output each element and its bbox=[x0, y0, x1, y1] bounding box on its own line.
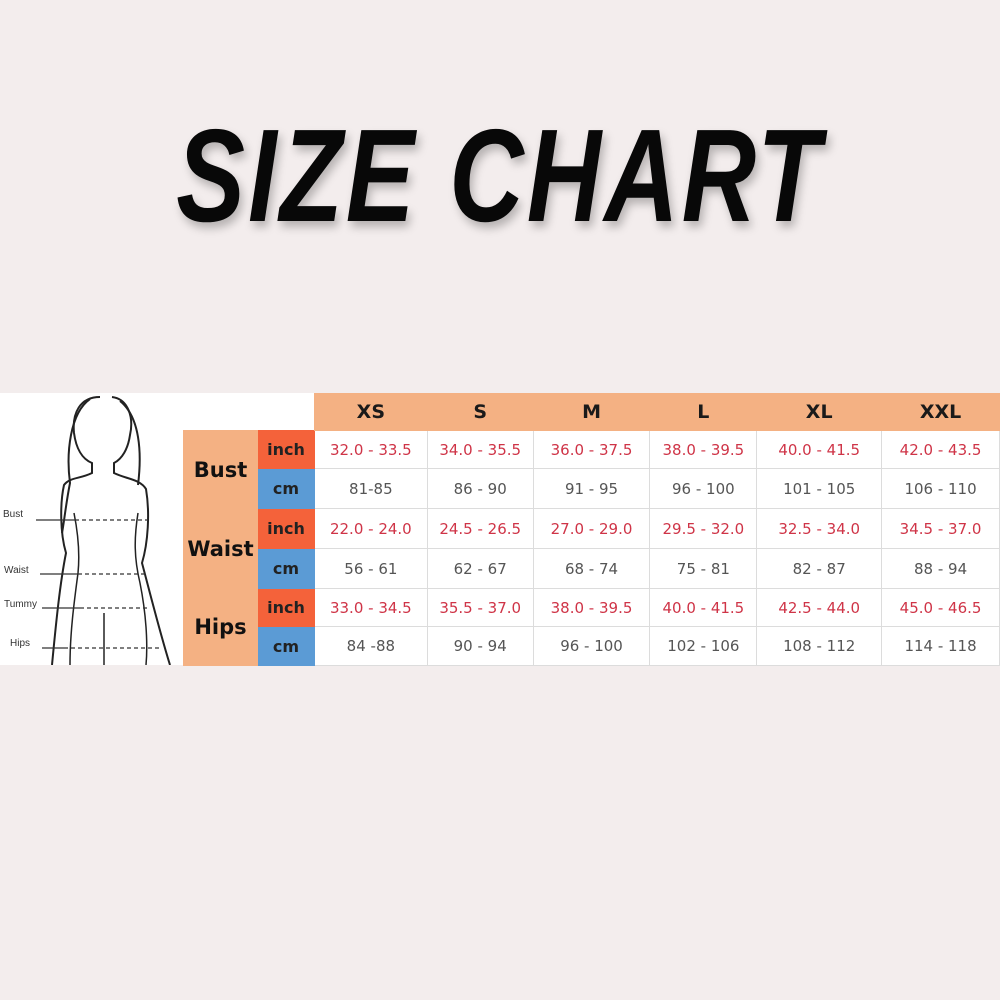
value-cell: 38.0 - 39.5 bbox=[649, 430, 758, 469]
figure-label-bust: Bust bbox=[3, 509, 24, 520]
size-header: XS bbox=[313, 393, 428, 431]
unit-label-inch: inch bbox=[256, 508, 315, 549]
empty-cell bbox=[257, 393, 315, 431]
size-header: L bbox=[649, 393, 758, 431]
table-row: cm 84 -88 90 - 94 96 - 100 102 - 106 108 - 11… bbox=[184, 626, 1000, 666]
body-silhouette-icon bbox=[36, 396, 171, 666]
value-cell: 62 - 67 bbox=[426, 548, 534, 589]
unit-label-cm: cm bbox=[256, 548, 315, 589]
unit-label-cm: cm bbox=[256, 626, 315, 666]
value-cell: 24.5 - 26.5 bbox=[426, 508, 534, 549]
value-cell: 40.0 - 41.5 bbox=[756, 430, 883, 469]
figure-label-tummy: Tummy bbox=[4, 599, 37, 610]
value-cell: 90 - 94 bbox=[426, 626, 534, 666]
figure-label-waist: Waist bbox=[4, 565, 29, 576]
value-cell: 34.5 - 37.0 bbox=[881, 508, 1000, 549]
value-cell: 42.5 - 44.0 bbox=[756, 588, 883, 627]
table-row: Hips inch 33.0 - 34.5 35.5 - 37.0 38.0 - 39.… bbox=[183, 588, 1000, 666]
value-cell: 22.0 - 24.0 bbox=[313, 508, 428, 549]
value-cell: 75 - 81 bbox=[649, 548, 758, 589]
value-cell: 68 - 74 bbox=[532, 548, 651, 589]
value-cell: 106 - 110 bbox=[881, 468, 1000, 509]
empty-cell bbox=[184, 394, 258, 431]
unit-label-cm: cm bbox=[256, 468, 315, 509]
value-cell: 29.5 - 32.0 bbox=[649, 508, 758, 549]
value-cell: 82 - 87 bbox=[756, 548, 883, 589]
page-title: SIZE CHART bbox=[0, 100, 1000, 251]
value-cell: 86 - 90 bbox=[426, 468, 534, 509]
value-cell: 102 - 106 bbox=[649, 626, 758, 666]
value-cell: 88 - 94 bbox=[881, 548, 1000, 589]
size-chart-panel: Bust Waist Tummy Hips XS S M L XL XXL Bu… bbox=[0, 393, 1000, 666]
value-cell: 96 - 100 bbox=[532, 626, 651, 666]
size-header: XL bbox=[756, 393, 883, 431]
size-table: XS S M L XL XXL Bust inch 32.0 - 33.5 34.0 … bbox=[183, 393, 1000, 666]
size-header: XXL bbox=[881, 393, 1000, 431]
value-cell: 38.0 - 39.5 bbox=[532, 588, 651, 627]
table-row: Bust inch 32.0 - 33.5 34.0 - 35.5 36.0 - 37.… bbox=[183, 430, 1000, 509]
measure-label: Waist bbox=[183, 508, 258, 589]
measure-label: Hips bbox=[183, 588, 258, 666]
size-header: M bbox=[532, 393, 651, 431]
table-row: cm 81-85 86 - 90 91 - 95 96 - 100 101 - 105 10… bbox=[184, 468, 1000, 509]
value-cell: 91 - 95 bbox=[532, 468, 651, 509]
table-row: Waist inch 22.0 - 24.0 24.5 - 26.5 27.0 - 29… bbox=[183, 508, 1000, 589]
value-cell: 84 -88 bbox=[313, 626, 428, 666]
header-row: XS S M L XL XXL bbox=[184, 393, 1000, 431]
value-cell: 32.0 - 33.5 bbox=[313, 430, 428, 469]
value-cell: 56 - 61 bbox=[313, 548, 428, 589]
value-cell: 36.0 - 37.5 bbox=[532, 430, 651, 469]
value-cell: 108 - 112 bbox=[756, 626, 883, 666]
unit-label-inch: inch bbox=[256, 430, 315, 469]
body-measurement-figure: Bust Waist Tummy Hips bbox=[0, 393, 182, 666]
value-cell: 96 - 100 bbox=[649, 468, 758, 509]
table-row: cm 56 - 61 62 - 67 68 - 74 75 - 81 82 - 87 88 … bbox=[184, 548, 1000, 589]
unit-label-inch: inch bbox=[256, 588, 315, 627]
figure-label-hips: Hips bbox=[10, 638, 31, 649]
value-cell: 27.0 - 29.0 bbox=[532, 508, 651, 549]
value-cell: 42.0 - 43.5 bbox=[881, 430, 1000, 469]
value-cell: 35.5 - 37.0 bbox=[426, 588, 534, 627]
size-header: S bbox=[426, 393, 534, 431]
value-cell: 81-85 bbox=[313, 468, 428, 509]
title-text: SIZE CHART bbox=[176, 102, 824, 249]
value-cell: 32.5 - 34.0 bbox=[756, 508, 883, 549]
value-cell: 45.0 - 46.5 bbox=[881, 588, 1000, 627]
value-cell: 40.0 - 41.5 bbox=[649, 588, 758, 627]
value-cell: 114 - 118 bbox=[881, 626, 1000, 666]
value-cell: 34.0 - 35.5 bbox=[426, 430, 534, 469]
value-cell: 101 - 105 bbox=[756, 468, 883, 509]
measure-label: Bust bbox=[183, 430, 258, 509]
value-cell: 33.0 - 34.5 bbox=[313, 588, 428, 627]
